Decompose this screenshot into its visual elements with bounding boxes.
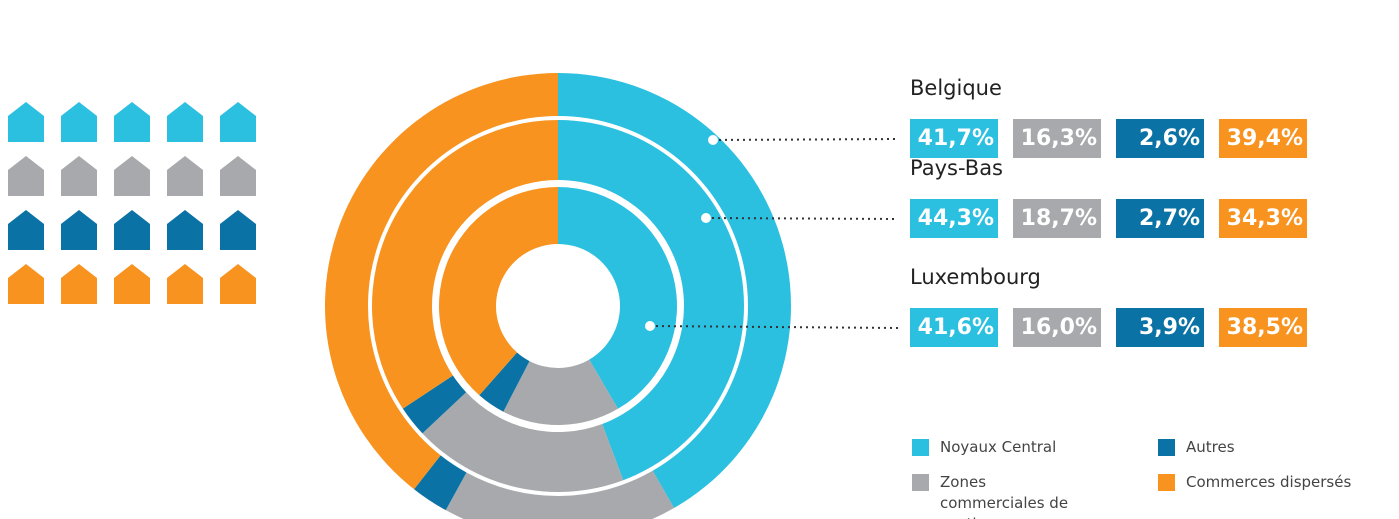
legend-label: Zones commerciales de soutien xyxy=(940,473,1069,519)
house-icon xyxy=(167,264,203,304)
house-icon xyxy=(167,102,203,142)
donut-segment xyxy=(372,120,558,409)
donut-segment xyxy=(558,73,791,509)
house-icon xyxy=(114,102,150,142)
house-icon xyxy=(61,156,97,196)
legend-label: Autres xyxy=(1186,438,1235,456)
legend-swatch xyxy=(1158,474,1175,491)
series-name: Luxembourg xyxy=(910,265,1041,289)
house-icon xyxy=(220,102,256,142)
house-icon xyxy=(8,210,44,250)
donut-segment xyxy=(422,392,624,493)
house-icon xyxy=(61,102,97,142)
value-box: 18,7% xyxy=(1013,199,1101,238)
leader-dot xyxy=(708,135,718,145)
leader-line xyxy=(712,138,899,141)
series-name: Belgique xyxy=(910,76,1002,100)
value-box: 2,7% xyxy=(1116,199,1204,238)
value-box: 3,9% xyxy=(1116,308,1204,347)
house-icon xyxy=(167,156,203,196)
house-icon xyxy=(220,156,256,196)
series-name: Pays-Bas xyxy=(910,156,1004,180)
donut-segment xyxy=(558,120,744,481)
house-icon xyxy=(61,264,97,304)
leader-dot xyxy=(701,213,711,223)
value-box: 2,6% xyxy=(1116,119,1204,158)
donut-segment xyxy=(479,352,530,412)
house-icon xyxy=(8,102,44,142)
donut-segment xyxy=(414,455,467,511)
donut-segment xyxy=(438,187,558,396)
legend-swatch xyxy=(1158,439,1175,456)
donut-segment xyxy=(558,187,677,409)
house-icon xyxy=(220,210,256,250)
legend-label: Noyaux Central xyxy=(940,438,1057,456)
house-icon xyxy=(8,264,44,304)
value-box: 16,0% xyxy=(1013,308,1101,347)
house-icon xyxy=(220,264,256,304)
house-icon xyxy=(114,210,150,250)
house-icon xyxy=(114,264,150,304)
house-icon xyxy=(8,156,44,196)
legend-swatch xyxy=(912,474,929,491)
house-icon xyxy=(61,210,97,250)
value-box: 41,7% xyxy=(910,119,998,158)
value-box: 16,3% xyxy=(1013,119,1101,158)
value-box: 41,6% xyxy=(910,308,998,347)
donut-segment xyxy=(324,72,558,490)
legend-swatch xyxy=(912,439,929,456)
value-box: 39,4% xyxy=(1219,119,1307,158)
leader-dot xyxy=(645,321,655,331)
value-box: 44,3% xyxy=(910,199,998,238)
value-box: 38,5% xyxy=(1219,308,1307,347)
value-box: 34,3% xyxy=(1219,199,1307,238)
legend-label: Commerces dispersés xyxy=(1186,473,1352,491)
donut-segment xyxy=(503,359,618,425)
leader-line xyxy=(705,217,899,220)
house-icon xyxy=(167,210,203,250)
donut-segment xyxy=(402,375,467,434)
house-icon xyxy=(114,156,150,196)
donut-segment xyxy=(445,470,675,519)
